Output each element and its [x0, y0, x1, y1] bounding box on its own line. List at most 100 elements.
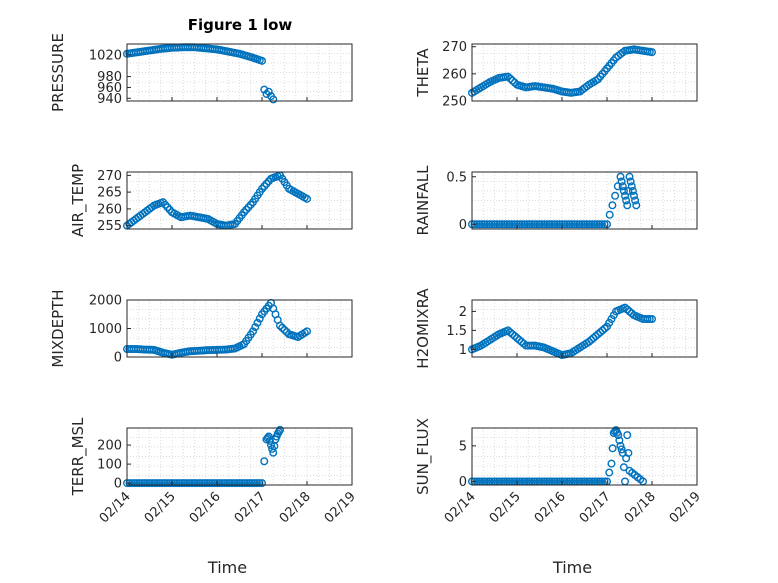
subplot-8: 0 5 02/14 02/15 02/16 02/17 02/18 02/19 SUN_FLUX…	[414, 418, 704, 577]
data-point	[533, 220, 542, 229]
subplot-7: 0 100 200 02/14 02/15 02/16 02/17 02/18 02/19 TER…	[69, 417, 359, 577]
data-point	[190, 479, 199, 488]
data-point	[523, 220, 532, 229]
x-tick-label: 02/15	[487, 489, 524, 526]
data-point	[605, 468, 614, 477]
data-point	[132, 479, 141, 488]
data-point	[624, 186, 633, 195]
data-point	[538, 220, 547, 229]
data-point	[508, 220, 517, 229]
data-point	[495, 220, 504, 229]
data-point	[147, 479, 156, 488]
data-point	[503, 220, 512, 229]
data-point	[264, 87, 273, 96]
data-point	[501, 327, 510, 336]
x-tick-label: 02/16	[187, 489, 224, 526]
data-point	[474, 342, 483, 351]
y-tick-label: 265	[97, 186, 122, 201]
data-point	[278, 323, 287, 332]
data-point	[525, 220, 534, 229]
data-point	[155, 479, 164, 488]
data-point	[150, 479, 159, 488]
x-tick-label: 02/18	[622, 489, 659, 526]
data-point	[550, 220, 559, 229]
data-point	[480, 220, 489, 229]
data-point	[192, 479, 201, 488]
y-tick-label: 1000	[89, 322, 122, 337]
data-point	[563, 220, 572, 229]
x-tick-label: 02/14	[442, 489, 479, 526]
data-point	[515, 220, 524, 229]
x-axis-label: Time	[552, 558, 592, 577]
data-point	[267, 441, 276, 450]
data-point	[156, 199, 165, 208]
data-point	[600, 324, 609, 333]
y-tick-label: 270	[442, 40, 467, 55]
data-point	[573, 220, 582, 229]
y-axis-label: THETA	[414, 48, 432, 98]
data-point	[600, 67, 609, 76]
x-tick-label: 02/18	[277, 489, 314, 526]
data-point	[157, 479, 166, 488]
data-point	[615, 436, 624, 445]
data-point	[625, 307, 634, 316]
y-tick-label: 1.5	[446, 324, 467, 339]
data-point	[130, 479, 139, 488]
y-tick-label: 0	[114, 477, 122, 492]
data-point	[609, 56, 618, 65]
y-tick-label: 1	[459, 343, 467, 358]
data-point	[598, 326, 607, 335]
figure-title: Figure 1 low	[188, 16, 293, 34]
data-point	[616, 172, 625, 181]
y-tick-label: 255	[97, 219, 122, 234]
data-point	[623, 431, 632, 440]
data-point	[272, 432, 281, 441]
data-point	[508, 76, 517, 85]
y-tick-label: 0	[459, 218, 467, 233]
data-point	[212, 479, 221, 488]
data-point	[237, 479, 246, 488]
y-tick-label: 270	[97, 169, 122, 184]
data-point	[632, 201, 641, 210]
data-point	[618, 304, 627, 313]
data-point	[262, 89, 271, 98]
x-axis-label: Time	[207, 558, 247, 577]
data-point	[237, 211, 246, 220]
y-axis-label: MIXDEPTH	[49, 289, 67, 367]
data-point	[585, 220, 594, 229]
data-point	[253, 318, 262, 327]
data-point	[280, 325, 289, 334]
data-point	[498, 220, 507, 229]
data-point	[628, 186, 637, 195]
data-point	[636, 475, 645, 484]
data-point	[616, 441, 625, 450]
axes-frame	[126, 43, 353, 102]
y-tick-label: 1020	[89, 48, 122, 63]
data-point	[210, 479, 219, 488]
data-point	[210, 218, 219, 227]
data-point	[546, 346, 555, 355]
data-point	[220, 479, 229, 488]
data-point	[237, 341, 246, 350]
data-point	[270, 442, 279, 451]
data-point	[142, 479, 151, 488]
subplot-2: 250 260 270 THETA	[414, 40, 698, 110]
data-point	[600, 220, 609, 229]
data-point	[205, 479, 214, 488]
data-point	[608, 444, 617, 453]
data-point	[170, 479, 179, 488]
data-point	[222, 479, 231, 488]
data-point	[152, 479, 161, 488]
data-point	[625, 172, 634, 181]
data-point	[619, 186, 628, 195]
x-tick-label: 02/14	[97, 489, 134, 526]
data-point	[590, 220, 599, 229]
data-point	[589, 334, 598, 343]
data-point	[197, 479, 206, 488]
data-point	[617, 177, 626, 186]
data-point	[485, 220, 494, 229]
data-point	[201, 214, 210, 223]
data-point	[565, 220, 574, 229]
